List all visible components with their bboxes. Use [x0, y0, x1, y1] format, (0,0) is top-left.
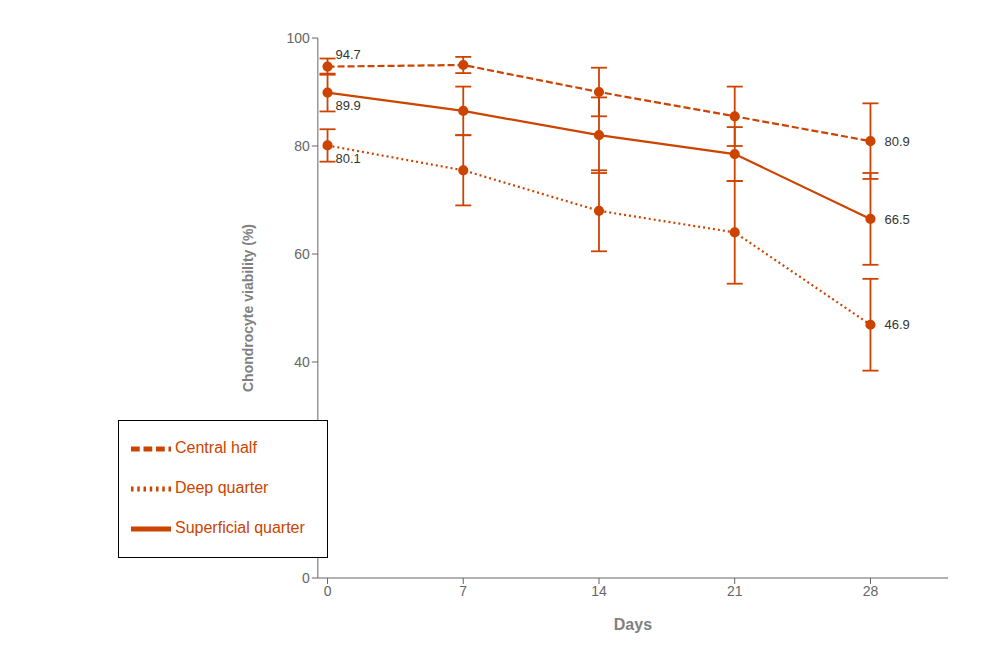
- svg-text:66.5: 66.5: [884, 212, 909, 227]
- svg-text:21: 21: [727, 583, 743, 599]
- svg-text:0: 0: [302, 570, 310, 586]
- svg-text:Chondrocyte viability (%): Chondrocyte viability (%): [240, 224, 256, 392]
- svg-text:0: 0: [324, 583, 332, 599]
- svg-text:20: 20: [294, 462, 310, 478]
- svg-text:80.9: 80.9: [884, 134, 909, 149]
- svg-text:80.1: 80.1: [336, 151, 361, 166]
- svg-text:40: 40: [294, 354, 310, 370]
- svg-text:89.9: 89.9: [336, 98, 361, 113]
- svg-text:60: 60: [294, 246, 310, 262]
- html-text:Superficial quarter: Superficial quarter: [175, 519, 305, 537]
- html-text:Central half: Central half: [175, 439, 257, 457]
- svg-text:100: 100: [286, 30, 310, 46]
- svg-text:80: 80: [294, 138, 310, 154]
- svg-text:28: 28: [863, 583, 879, 599]
- svg-text:Days: Days: [614, 616, 652, 633]
- svg-text:46.9: 46.9: [884, 317, 909, 332]
- svg-text:94.7: 94.7: [336, 47, 361, 62]
- svg-text:7: 7: [459, 583, 467, 599]
- svg-text:14: 14: [591, 583, 607, 599]
- html-text:Deep quarter: Deep quarter: [175, 479, 269, 497]
